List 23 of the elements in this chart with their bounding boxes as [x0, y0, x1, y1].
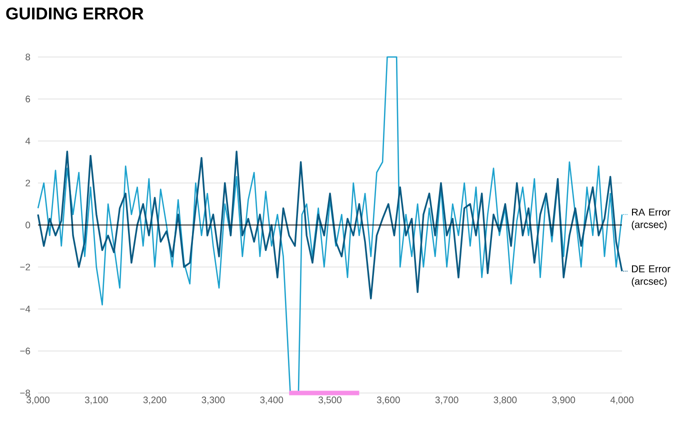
x-tick-label: 3,500	[318, 396, 342, 404]
y-tick-label: 6	[26, 96, 30, 102]
x-tick-label: 3,600	[376, 396, 400, 404]
y-tick-label: 4	[25, 138, 30, 144]
y-tick-label: −4	[20, 306, 30, 312]
x-tick-label: 3,100	[84, 396, 108, 404]
x-tick-label: 3,300	[202, 396, 225, 404]
y-tick-label: −2	[20, 264, 30, 270]
legend-label: RA Error (arcsec)	[632, 208, 670, 230]
y-tick-label: 0	[26, 222, 30, 228]
legend-label: DE Error (arcsec)	[632, 265, 670, 287]
x-tick-label: 3,800	[494, 396, 517, 404]
chart-title: GUIDING ERROR	[6, 8, 144, 20]
y-tick-label: −6	[20, 348, 30, 354]
x-tick-label: 3,900	[552, 396, 576, 404]
y-tick-label: 2	[26, 180, 30, 186]
y-tick-label: −8	[20, 390, 30, 396]
x-tick-label: 3,700	[435, 396, 458, 404]
x-tick-label: 4,000	[610, 396, 634, 404]
x-tick-label: 3,000	[26, 396, 50, 404]
y-tick-label: 8	[26, 54, 30, 60]
x-tick-label: 3,200	[143, 396, 166, 404]
x-tick-label: 3,400	[260, 396, 284, 404]
